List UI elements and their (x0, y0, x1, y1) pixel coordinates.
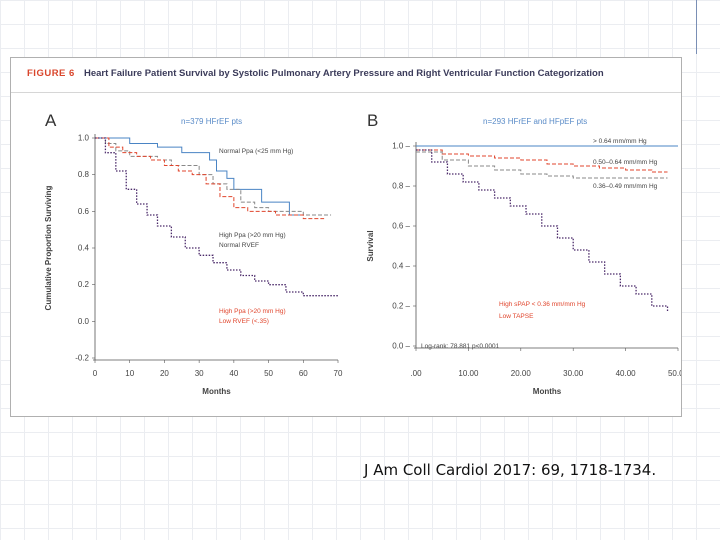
series-line-purple (416, 149, 669, 312)
y-tick-label: 0.0 (78, 317, 90, 326)
x-tick-label: 60 (299, 369, 308, 378)
panel-subtitle: n=379 HFrEF pts (181, 117, 242, 126)
chart-annotation: High sPAP < 0.36 mm/mm Hg (499, 301, 586, 308)
x-tick-label: 30.00 (563, 369, 584, 378)
x-tick-label: .00 (410, 369, 422, 378)
y-tick-label: 0.8 – (392, 182, 410, 191)
chart-annotation: 0.50–0.64 mm/mm Hg (593, 159, 658, 166)
x-axis-label: Months (533, 387, 562, 396)
series-line-purple (95, 137, 338, 297)
x-tick-label: 10 (125, 369, 134, 378)
series-line-red (95, 137, 325, 220)
y-tick-label: 1.0 – (392, 142, 410, 151)
chart-annotation: High Ppa (>20 mm Hg) (219, 308, 286, 315)
figure-panel: FIGURE 6 Heart Failure Patient Survival … (10, 57, 682, 417)
chart-annotation: 0.36–0.49 mm/mm Hg (593, 183, 658, 190)
series-line-red (416, 149, 668, 173)
y-tick-label: 0.4 – (392, 262, 410, 271)
x-tick-label: 10.00 (458, 369, 479, 378)
corner-line (696, 0, 697, 54)
figure-title: Heart Failure Patient Survival by Systol… (84, 68, 604, 79)
y-axis-label: Cumulative Proportion Surviving (44, 185, 53, 310)
y-tick-label: 0.2 (78, 280, 90, 289)
chart-annotation: Normal RVEF (219, 242, 259, 249)
chart-annotation: > 0.64 mm/mm Hg (593, 138, 647, 145)
chart-annotation: Low RVEF (<.35) (219, 318, 269, 325)
chart-annotation: Log-rank: 78.881 p<0.0001 (421, 343, 500, 350)
y-tick-label: -0.2 (75, 354, 89, 363)
figure-header: FIGURE 6 Heart Failure Patient Survival … (11, 58, 681, 93)
y-tick-label: 1.0 (78, 134, 90, 143)
panel-subtitle: n=293 HFrEF and HFpEF pts (483, 117, 587, 126)
x-tick-label: 20 (160, 369, 169, 378)
y-tick-label: 0.6 – (392, 222, 410, 231)
x-tick-label: 40 (229, 369, 238, 378)
chart-annotation: High Ppa (>20 mm Hg) (219, 232, 286, 239)
x-tick-label: 20.00 (511, 369, 532, 378)
chart-annotation: Low TAPSE (499, 313, 534, 320)
y-tick-label: 0.8 (78, 170, 90, 179)
x-tick-label: 50 (264, 369, 273, 378)
series-line-blue (95, 137, 304, 216)
y-tick-label: 0.6 (78, 207, 90, 216)
panel-letter: A (45, 111, 57, 130)
citation: J Am Coll Cardiol 2017: 69, 1718-1734. (364, 461, 657, 479)
figure-label: FIGURE 6 (27, 68, 75, 79)
x-axis-label: Months (202, 387, 231, 396)
chart-annotation: Normal Ppa (<25 mm Hg) (219, 148, 293, 155)
x-tick-label: 50.00 (668, 369, 681, 378)
series-line-gray (95, 137, 332, 216)
y-tick-label: 0.2 – (392, 302, 410, 311)
x-tick-label: 70 (334, 369, 343, 378)
x-tick-label: 30 (195, 369, 204, 378)
x-tick-label: 40.00 (616, 369, 637, 378)
y-axis-label: Survival (366, 230, 375, 261)
series-line-gray (416, 151, 668, 179)
y-tick-label: 0.4 (78, 244, 90, 253)
y-tick-label: 0.0 – (392, 342, 410, 351)
panel-letter: B (367, 111, 378, 130)
x-tick-label: 0 (93, 369, 98, 378)
